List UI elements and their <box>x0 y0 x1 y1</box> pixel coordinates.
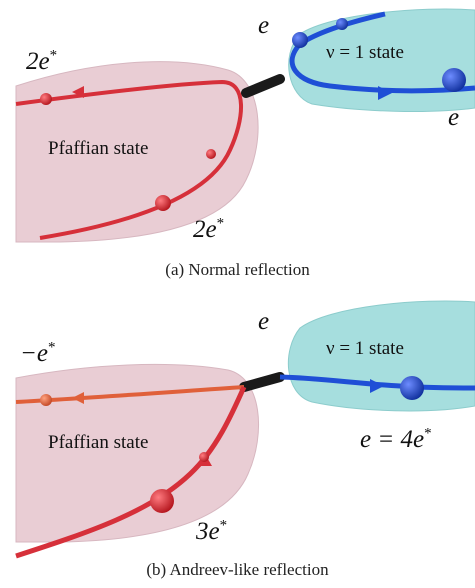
contact-bar <box>241 74 285 98</box>
red-quasiparticle-bottom <box>150 489 174 513</box>
blue-quasiparticle-right <box>442 68 466 92</box>
red-incoming-edge <box>15 385 247 559</box>
panel-andreev-reflection: −e* e ν = 1 state Pfaffian state e = 4e*… <box>0 294 475 588</box>
blue-quasiparticle-left <box>292 32 308 48</box>
blue-arrow-head <box>378 86 392 100</box>
caption-normal-reflection: (a) Normal reflection <box>165 260 310 279</box>
pfaffian-state-label: Pfaffian state <box>48 138 149 159</box>
normal-reflection-diagram <box>15 8 475 243</box>
blue-quasiparticle-top <box>336 18 348 30</box>
red-quasiparticle-top <box>40 93 52 105</box>
nu1-state-label: ν = 1 state <box>326 338 404 359</box>
blue-quasiparticle <box>400 376 424 400</box>
pfaffian-region <box>15 61 259 243</box>
red-arrow-head <box>72 86 84 98</box>
red-quasiparticle-mid <box>199 452 209 462</box>
electron-label-right: e <box>448 104 460 131</box>
caption-andreev-reflection: (b) Andreev-like reflection <box>146 560 329 579</box>
orange-arrow-head <box>72 392 84 404</box>
charge-label-bottom: 2e* <box>193 215 225 243</box>
blue-edge <box>289 11 475 94</box>
andreev-reflection-diagram <box>15 300 475 559</box>
red-quasiparticle-bottom <box>155 195 171 211</box>
red-quasiparticle-mid <box>206 149 216 159</box>
contact-bar <box>239 372 285 392</box>
blue-transmitted-edge <box>279 374 475 391</box>
orange-quasiparticle <box>40 394 52 406</box>
blue-arrow-head <box>370 379 384 393</box>
electron-label-top: e <box>258 308 270 335</box>
charge-label-bottom: 3e* <box>196 517 228 545</box>
charge-label-right: e = 4e* <box>360 425 432 453</box>
pfaffian-region <box>15 363 259 543</box>
electron-label-top: e <box>258 12 270 39</box>
panel-normal-reflection: 2e* e e ν = 1 state Pfaffian state 2e* (… <box>0 0 475 290</box>
pfaffian-state-label: Pfaffian state <box>48 432 149 453</box>
nu1-state-label: ν = 1 state <box>326 42 404 63</box>
charge-label-top-left: −e* <box>20 339 56 367</box>
charge-label-top-left: 2e* <box>26 47 58 75</box>
